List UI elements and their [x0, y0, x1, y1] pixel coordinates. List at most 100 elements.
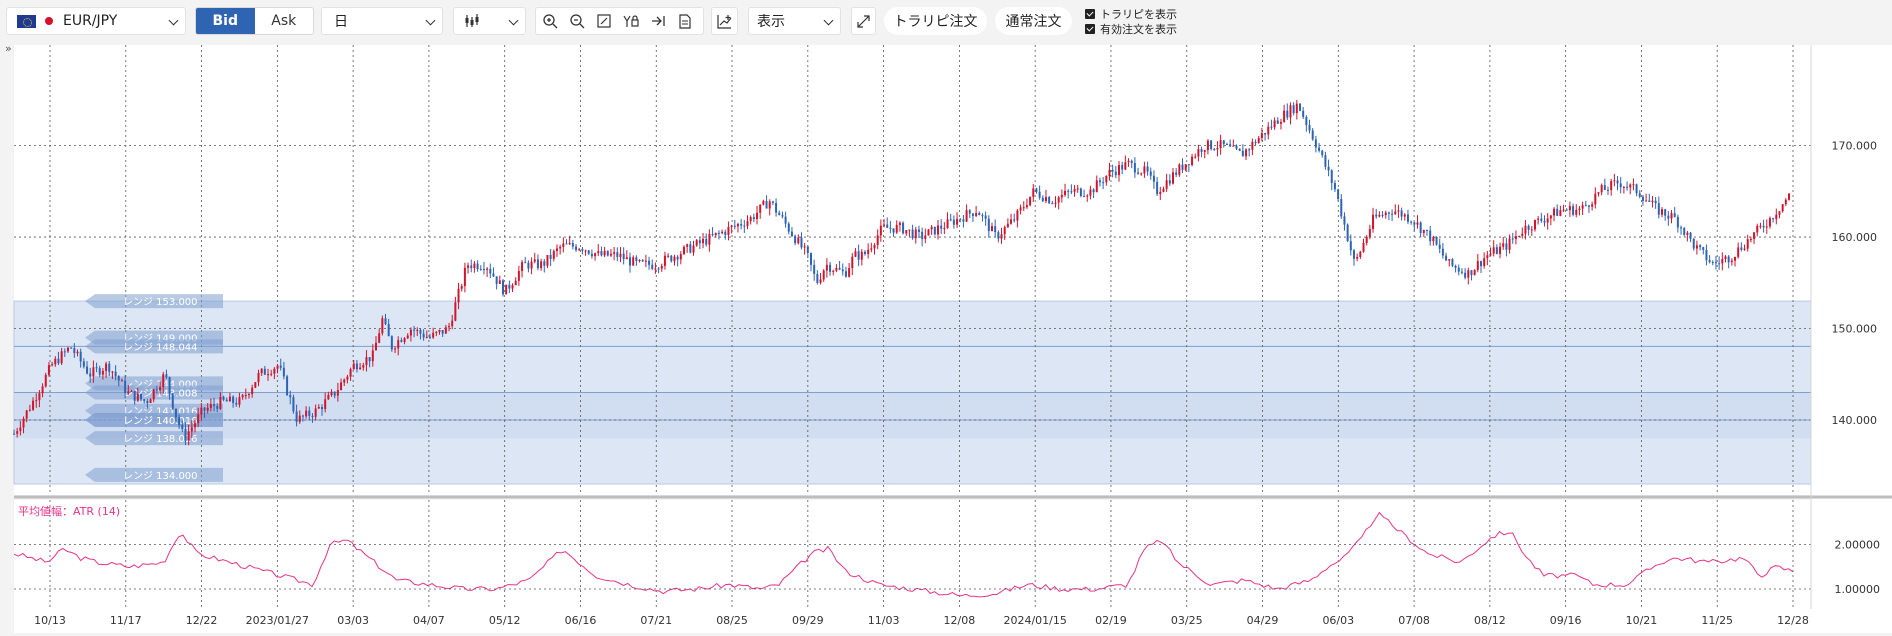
candle-body: [736, 224, 739, 227]
fullscreen-button[interactable]: [851, 7, 876, 35]
candle-body: [590, 253, 593, 257]
candle-body: [225, 399, 228, 402]
document-icon[interactable]: [671, 8, 698, 34]
x-tick-label: 03/03: [337, 614, 369, 627]
candle-body: [1610, 181, 1613, 191]
candle-body: [952, 219, 955, 225]
candle-body: [943, 228, 946, 230]
candle-body: [1178, 164, 1181, 175]
candle-body: [1695, 245, 1698, 249]
candle-body: [44, 374, 47, 387]
candle-body: [251, 387, 254, 395]
candle-body: [730, 225, 733, 228]
candle-body: [1464, 272, 1467, 278]
candle-body: [810, 252, 813, 265]
show-active-checkbox[interactable]: 有効注文を表示: [1085, 21, 1177, 37]
candle-body: [603, 250, 606, 256]
candle-body: [174, 408, 177, 418]
display-select[interactable]: 表示: [748, 7, 841, 35]
normal-order-button[interactable]: 通常注文: [995, 7, 1072, 35]
candle-body: [257, 373, 260, 383]
candle-body: [549, 254, 552, 259]
atr-pane: [14, 500, 1811, 609]
zoom-in-icon[interactable]: [536, 8, 563, 34]
candle-body: [1460, 271, 1463, 273]
candle-body: [346, 376, 349, 380]
candle-body: [1064, 190, 1067, 196]
bid-button[interactable]: Bid: [196, 8, 255, 34]
candle-body: [854, 251, 857, 257]
timeframe-select[interactable]: 日: [321, 7, 443, 35]
candle-body: [1518, 235, 1521, 237]
candle-body: [806, 246, 809, 253]
candle-body: [956, 218, 959, 225]
x-tick-label: 11/03: [868, 614, 900, 627]
candle-body: [1648, 200, 1651, 202]
candle-body: [168, 377, 171, 394]
fit-icon[interactable]: [590, 8, 617, 34]
range-tag: レンジ 148.044: [85, 339, 223, 354]
ask-button[interactable]: Ask: [254, 8, 313, 34]
show-trail-checkbox[interactable]: トラリピを表示: [1085, 6, 1177, 22]
japan-flag-icon: [45, 17, 53, 25]
symbol-label: EUR/JPY: [63, 13, 118, 29]
range-tag-shape: [85, 339, 223, 354]
candle-body: [702, 238, 705, 244]
candle-body: [787, 223, 790, 232]
candle-body: [1540, 218, 1543, 221]
price-type-toggle: Bid Ask: [195, 7, 314, 35]
candle-body: [1102, 182, 1105, 184]
candle-body: [70, 347, 73, 349]
candle-body: [1788, 193, 1790, 200]
candle-body: [552, 250, 555, 259]
candle-body: [892, 228, 895, 233]
candle-body: [975, 212, 978, 216]
candle-body: [1591, 204, 1594, 207]
x-tick-label: 06/03: [1322, 614, 1354, 627]
text-lock-icon[interactable]: [617, 8, 644, 34]
jump-end-icon[interactable]: [644, 8, 671, 34]
candle-body: [1768, 218, 1771, 227]
candle-body: [463, 267, 466, 287]
candle-body: [1718, 263, 1721, 265]
candle-body: [1705, 249, 1708, 261]
candle-body: [940, 225, 943, 229]
candle-body: [1416, 222, 1419, 225]
candle-body: [1657, 203, 1660, 215]
candle-body: [270, 373, 273, 375]
candle-body: [479, 268, 482, 270]
candle-body: [1260, 133, 1263, 139]
candle-body: [946, 219, 949, 229]
chart-type-select[interactable]: [453, 7, 526, 35]
candle-body: [1149, 171, 1152, 176]
candle-body: [425, 336, 428, 338]
candle-body: [997, 232, 1000, 239]
x-tick-label: 11/25: [1701, 614, 1733, 627]
range-tag: レンジ 153.000: [85, 294, 223, 309]
indicator-add-button[interactable]: [711, 7, 738, 35]
candle-body: [298, 415, 301, 422]
x-tick-label: 2024/01/15: [1003, 614, 1066, 627]
candle-body: [733, 225, 736, 227]
zoom-out-icon[interactable]: [563, 8, 590, 34]
candle-body: [711, 233, 714, 236]
candle-body: [1765, 226, 1768, 228]
trail-order-button[interactable]: トラリピ注文: [884, 7, 987, 35]
candle-body: [1724, 256, 1727, 260]
candle-body: [1524, 225, 1527, 234]
collapse-panel-icon[interactable]: »: [5, 42, 12, 55]
candle-body: [1438, 244, 1441, 249]
candle-body: [1676, 216, 1679, 228]
range-tag: レンジ 138.016: [85, 431, 223, 446]
candle-body: [933, 226, 936, 235]
x-tick-label: 07/08: [1398, 614, 1430, 627]
price-chart[interactable]: 10/13 11/17 12/22 2023/01/27 03/03 04/07 05/12…: [0, 42, 1892, 636]
candle-body: [571, 243, 574, 247]
candle-body: [1270, 126, 1273, 128]
candle-body: [679, 254, 682, 260]
candle-body: [355, 363, 358, 370]
candle-body: [981, 215, 984, 217]
symbol-select[interactable]: EUR/JPY: [6, 7, 186, 35]
candle-body: [98, 368, 101, 375]
candle-body: [1632, 184, 1635, 186]
